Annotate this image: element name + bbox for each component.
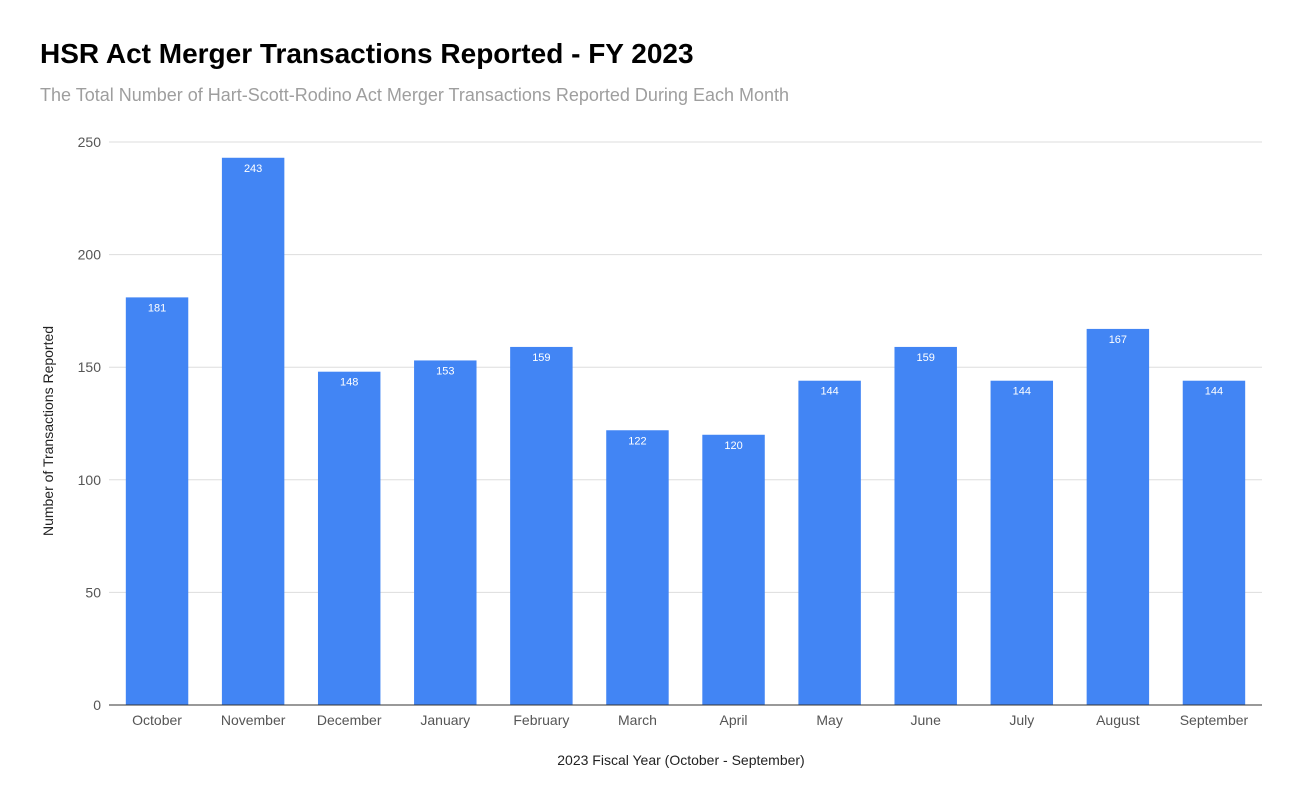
y-tick-label: 150: [78, 359, 102, 375]
x-tick-label: April: [720, 712, 748, 728]
bar: [894, 346, 957, 705]
y-tick-label: 50: [85, 584, 101, 600]
x-tick-label: January: [420, 712, 470, 728]
bar: [1086, 328, 1150, 705]
y-tick-label: 100: [78, 472, 102, 488]
bar-value-label: 122: [628, 435, 646, 447]
bar-value-label: 167: [1109, 334, 1127, 346]
x-tick-label: September: [1180, 712, 1249, 728]
x-tick-label: November: [221, 712, 286, 728]
y-tick-label: 250: [78, 134, 102, 150]
x-axis-title: 2023 Fiscal Year (October - September): [557, 752, 804, 768]
bar: [606, 430, 669, 705]
x-tick-label: February: [513, 712, 569, 728]
bar-value-label: 144: [1205, 386, 1223, 398]
bar-value-label: 159: [532, 352, 550, 364]
bar: [125, 297, 189, 705]
chart-title: HSR Act Merger Transactions Reported - F…: [40, 38, 694, 69]
y-tick-label: 0: [93, 697, 101, 713]
y-axis-title: Number of Transactions Reported: [40, 326, 56, 536]
x-tick-label: June: [911, 712, 942, 728]
bar-value-label: 144: [1013, 386, 1031, 398]
x-tick-label: August: [1096, 712, 1140, 728]
x-tick-label: July: [1009, 712, 1034, 728]
bar-value-label: 148: [340, 377, 358, 389]
x-tick-label: December: [317, 712, 382, 728]
bar: [798, 380, 861, 705]
x-tick-label: May: [816, 712, 842, 728]
bar: [1182, 380, 1246, 705]
bar: [414, 360, 477, 705]
chart-subtitle: The Total Number of Hart-Scott-Rodino Ac…: [40, 85, 790, 105]
y-tick-label: 200: [78, 247, 102, 263]
bar: [510, 346, 573, 705]
bar: [702, 434, 765, 705]
bar: [990, 380, 1054, 705]
bar-value-label: 153: [436, 365, 454, 377]
bar-value-label: 243: [244, 163, 262, 175]
bar: [317, 371, 381, 705]
bar-value-label: 144: [820, 386, 838, 398]
bar-value-label: 120: [724, 440, 742, 452]
bar: [221, 157, 285, 705]
x-tick-label: March: [618, 712, 657, 728]
bar-value-label: 159: [917, 352, 935, 364]
bar-value-label: 181: [148, 302, 166, 314]
x-tick-label: October: [132, 712, 182, 728]
